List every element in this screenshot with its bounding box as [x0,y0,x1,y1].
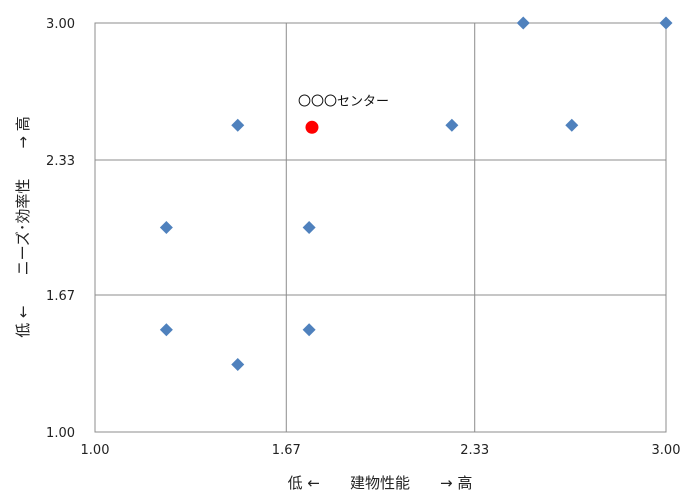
data-point [231,118,245,132]
grid [94,22,667,433]
data-point [302,323,316,337]
y-axis-label: 低 ← ニーズ･効率性 → 高 [14,116,32,337]
plot-area-border [94,22,667,433]
annotations: 〇〇〇センター [298,94,389,109]
x-tick-label: 3.00 [652,443,681,458]
x-tick-label: 1.00 [81,443,110,458]
highlight-point [305,120,319,134]
data-point [565,118,579,132]
y-tick-label: 3.00 [46,17,75,32]
x-tick-label: 1.67 [272,443,301,458]
x-tick-label: 2.33 [460,443,489,458]
data-point [231,358,245,372]
x-axis-label: 低 ← 建物性能 → 高 [288,474,473,492]
point-annotation: 〇〇〇センター [298,94,389,109]
data-points [159,16,673,372]
data-point [516,16,530,30]
data-point [302,221,316,234]
y-tick-label: 1.00 [46,426,75,441]
data-point [159,323,173,337]
data-point [445,118,459,132]
data-point [659,16,673,30]
y-tick-labels: 1.00 1.67 2.33 3.00 [46,17,75,441]
x-tick-labels: 1.00 1.67 2.33 3.00 [81,443,681,458]
y-tick-label: 2.33 [46,154,75,169]
y-tick-label: 1.67 [46,289,75,304]
data-point [159,221,173,234]
